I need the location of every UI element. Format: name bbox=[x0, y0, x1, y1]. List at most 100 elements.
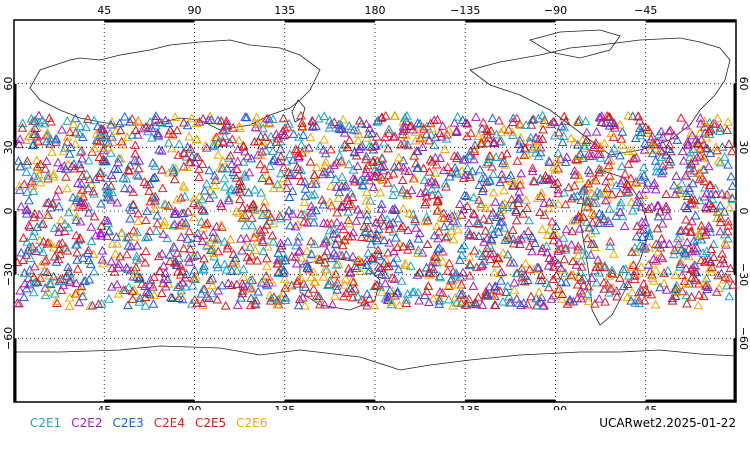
occultation-marker bbox=[651, 166, 662, 176]
occultation-marker bbox=[615, 150, 625, 160]
occultation-marker bbox=[147, 132, 157, 142]
occultation-marker bbox=[661, 189, 672, 199]
occultation-marker bbox=[450, 269, 461, 279]
occultation-marker bbox=[413, 146, 423, 156]
occultation-marker bbox=[332, 284, 343, 294]
occultation-marker bbox=[373, 224, 384, 233]
occultation-marker bbox=[242, 252, 253, 262]
occultation-marker bbox=[221, 116, 232, 125]
occultation-marker bbox=[669, 245, 680, 255]
occultation-marker bbox=[491, 258, 502, 268]
occultation-marker bbox=[236, 292, 246, 302]
occultation-marker bbox=[337, 240, 348, 250]
occultation-marker bbox=[129, 231, 140, 241]
occultation-marker bbox=[303, 288, 314, 297]
occultation-marker bbox=[101, 137, 112, 146]
occultation-marker bbox=[346, 231, 357, 241]
occultation-marker bbox=[424, 166, 435, 176]
occultation-marker bbox=[294, 245, 305, 255]
occultation-marker bbox=[346, 275, 357, 285]
occultation-marker bbox=[292, 162, 303, 171]
occultation-marker bbox=[305, 156, 316, 166]
occultation-marker bbox=[495, 207, 505, 217]
occultation-marker bbox=[400, 121, 411, 131]
occultation-marker bbox=[291, 258, 302, 268]
occultation-marker bbox=[346, 188, 357, 198]
occultation-marker bbox=[640, 122, 651, 131]
occultation-marker bbox=[357, 180, 368, 189]
occultation-marker bbox=[220, 181, 230, 191]
occultation-marker bbox=[617, 211, 628, 221]
occultation-marker bbox=[337, 250, 347, 260]
occultation-marker bbox=[439, 221, 450, 231]
occultation-marker bbox=[646, 202, 657, 211]
occultation-marker bbox=[249, 184, 260, 194]
occultation-marker bbox=[521, 149, 532, 158]
occultation-marker bbox=[625, 262, 636, 271]
occultation-marker bbox=[579, 143, 590, 152]
occultation-marker bbox=[700, 202, 711, 211]
occultation-marker bbox=[178, 243, 189, 253]
occultation-marker bbox=[253, 286, 264, 296]
occultation-marker bbox=[45, 134, 56, 143]
occultation-marker bbox=[165, 256, 175, 266]
occultation-marker bbox=[95, 168, 105, 177]
occultation-marker bbox=[502, 148, 512, 158]
occultation-marker bbox=[401, 294, 412, 304]
occultation-marker bbox=[232, 164, 242, 174]
occultation-marker bbox=[646, 289, 657, 299]
occultation-marker bbox=[124, 202, 135, 212]
occultation-marker bbox=[653, 246, 663, 256]
occultation-marker bbox=[430, 167, 441, 177]
occultation-marker bbox=[456, 209, 467, 219]
occultation-marker bbox=[712, 113, 723, 123]
occultation-marker bbox=[156, 288, 167, 297]
occultation-marker bbox=[639, 145, 650, 154]
legend-item-c2e3: C2E3 bbox=[112, 416, 144, 430]
occultation-marker bbox=[284, 192, 295, 202]
occultation-marker bbox=[503, 124, 514, 134]
occultation-marker bbox=[543, 175, 554, 184]
occultation-marker bbox=[180, 220, 191, 230]
right-lat-label: 60 bbox=[737, 77, 750, 91]
occultation-marker bbox=[682, 237, 693, 247]
occultation-marker bbox=[464, 259, 475, 269]
occultation-marker bbox=[115, 251, 125, 261]
occultation-marker bbox=[603, 216, 613, 225]
occultation-marker bbox=[142, 179, 152, 189]
occultation-marker bbox=[443, 213, 454, 222]
occultation-marker bbox=[632, 178, 643, 187]
occultation-marker bbox=[488, 229, 499, 239]
occultation-marker bbox=[280, 255, 291, 265]
occultation-marker bbox=[374, 230, 385, 240]
occultation-marker bbox=[388, 168, 399, 178]
occultation-marker bbox=[193, 152, 203, 162]
occultation-marker bbox=[651, 255, 662, 265]
occultation-marker bbox=[559, 122, 570, 132]
occultation-marker bbox=[276, 156, 286, 166]
occultation-marker bbox=[311, 175, 321, 185]
occultation-marker bbox=[257, 210, 268, 220]
occultation-marker bbox=[176, 192, 186, 202]
occultation-marker bbox=[699, 164, 709, 174]
occultation-marker bbox=[169, 174, 180, 184]
occultation-marker bbox=[362, 209, 372, 219]
occultation-marker bbox=[589, 209, 599, 219]
occultation-marker bbox=[676, 225, 687, 235]
occultation-marker bbox=[690, 261, 701, 270]
occultation-marker bbox=[65, 277, 75, 286]
occultation-marker bbox=[116, 228, 127, 237]
occultation-marker bbox=[199, 253, 209, 263]
occultation-marker bbox=[311, 178, 321, 188]
occultation-marker bbox=[200, 219, 211, 229]
occultation-marker bbox=[178, 180, 189, 190]
occultation-marker bbox=[473, 131, 484, 140]
occultation-marker bbox=[715, 213, 726, 222]
occultation-marker bbox=[686, 292, 697, 301]
occultation-marker bbox=[453, 279, 464, 289]
occultation-marker bbox=[247, 220, 258, 230]
occultation-marker bbox=[636, 174, 647, 184]
occultation-marker bbox=[383, 124, 394, 134]
occultation-marker bbox=[247, 283, 257, 293]
occultation-marker bbox=[113, 288, 124, 298]
